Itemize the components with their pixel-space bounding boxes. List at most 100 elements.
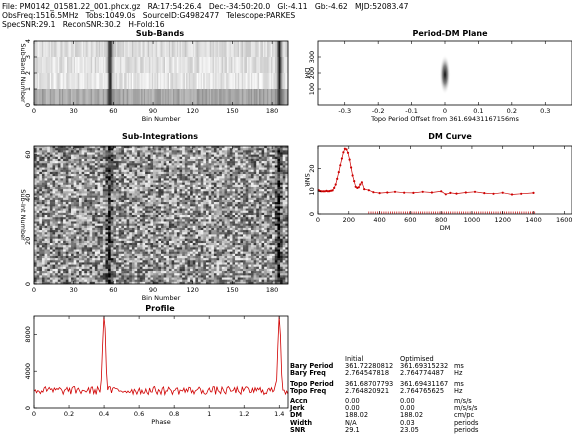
subint-cell — [129, 193, 132, 195]
subint-cell — [193, 234, 196, 236]
subint-cell — [246, 176, 249, 178]
subint-cell — [98, 209, 101, 211]
subint-cell — [222, 198, 225, 200]
subint-cell — [180, 200, 183, 202]
subint-cell — [108, 174, 111, 176]
subint-cell — [262, 189, 265, 191]
subint-cell — [227, 219, 230, 221]
subint-cell — [111, 219, 114, 221]
subint-cell — [254, 168, 257, 170]
subint-cell — [174, 206, 177, 208]
subint-cell — [256, 232, 259, 234]
subint-cell — [47, 148, 50, 150]
subint-cell — [119, 234, 122, 236]
subint-cell — [153, 165, 156, 167]
subint-cell — [45, 152, 48, 154]
subint-cell — [37, 193, 40, 195]
subint-cell — [95, 148, 98, 150]
subint-cell — [124, 224, 127, 226]
subint-cell — [100, 215, 103, 217]
subint-cell — [230, 219, 233, 221]
subint-cell — [201, 232, 204, 234]
subint-cell — [60, 150, 63, 152]
subint-cell — [182, 174, 185, 176]
subint-cell — [182, 163, 185, 165]
subint-cell — [190, 232, 193, 234]
subint-cell — [158, 178, 161, 180]
subint-cell — [39, 198, 42, 200]
subint-cell — [47, 189, 50, 191]
subint-cell — [142, 181, 145, 183]
subint-cell — [45, 228, 48, 230]
subint-cell — [225, 224, 228, 226]
subint-cell — [137, 170, 140, 172]
subint-cell — [235, 148, 238, 150]
subint-cell — [121, 170, 124, 172]
subint-cell — [84, 155, 87, 157]
subint-cell — [98, 176, 101, 178]
subint-cell — [201, 193, 204, 195]
subint-cell — [235, 150, 238, 152]
subint-cell — [238, 234, 241, 236]
subint-cell — [238, 221, 241, 223]
subint-cell — [90, 202, 93, 204]
subint-cell — [127, 228, 130, 230]
subint-cell — [269, 202, 272, 204]
subint-cell — [53, 200, 56, 202]
subint-cell — [135, 161, 138, 163]
subint-cell — [195, 198, 198, 200]
subint-cell — [103, 170, 106, 172]
subint-cell — [111, 189, 114, 191]
subint-cell — [211, 159, 214, 161]
subint-cell — [111, 174, 114, 176]
subint-cell — [166, 206, 169, 208]
subint-cell — [105, 204, 108, 206]
subint-cell — [195, 187, 198, 189]
subint-cell — [47, 191, 50, 193]
subint-cell — [119, 202, 122, 204]
subint-cell — [66, 170, 69, 172]
subint-cell — [190, 168, 193, 170]
subint-cell — [275, 204, 278, 206]
subint-cell — [87, 221, 90, 223]
subint-cell — [174, 176, 177, 178]
subint-cell — [100, 217, 103, 219]
subint-cell — [79, 168, 82, 170]
subint-cell — [132, 181, 135, 183]
subint-cell — [37, 230, 40, 232]
subint-cell — [145, 217, 148, 219]
subint-cell — [113, 193, 116, 195]
subint-cell — [172, 200, 175, 202]
subint-cell — [108, 183, 111, 185]
subint-cell — [45, 213, 48, 215]
subint-cell — [150, 237, 153, 239]
subint-cell — [66, 200, 69, 202]
subint-cell — [145, 204, 148, 206]
subint-cell — [119, 150, 122, 152]
subint-cell — [45, 176, 48, 178]
subint-cell — [259, 161, 262, 163]
subint-cell — [275, 234, 278, 236]
subint-cell — [230, 187, 233, 189]
subint-cell — [201, 163, 204, 165]
subint-cell — [63, 198, 66, 200]
subint-cell — [150, 178, 153, 180]
subint-cell — [87, 215, 90, 217]
subint-cell — [206, 206, 209, 208]
subint-cell — [206, 161, 209, 163]
subint-cell — [132, 228, 135, 230]
subint-cell — [283, 187, 286, 189]
subint-cell — [79, 198, 82, 200]
subint-cell — [206, 152, 209, 154]
subint-cell — [177, 200, 180, 202]
subint-cell — [246, 170, 249, 172]
subint-cell — [37, 157, 40, 159]
subint-cell — [277, 221, 280, 223]
subint-cell — [161, 237, 164, 239]
subint-cell — [124, 200, 127, 202]
subint-cell — [39, 200, 42, 202]
subint-cell — [71, 211, 74, 213]
subint-cell — [142, 165, 145, 167]
subint-cell — [111, 237, 114, 239]
subint-cell — [58, 183, 61, 185]
